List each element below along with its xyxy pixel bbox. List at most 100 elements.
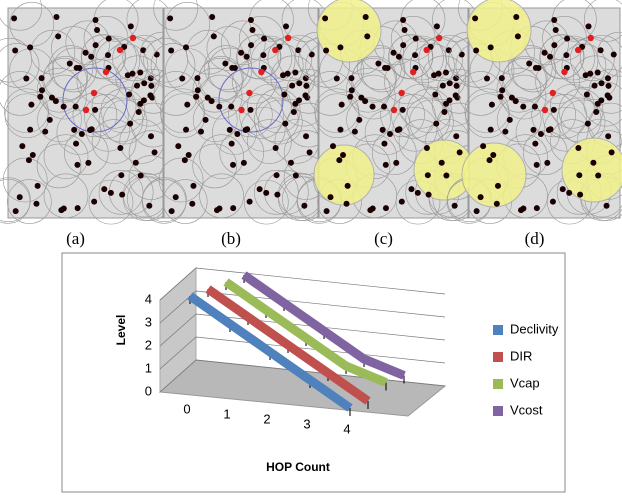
node [42,128,49,135]
range-circle [88,179,134,225]
node [190,182,197,189]
network-panel: (d) [446,0,622,248]
range-circle [153,71,199,116]
panel-label: (b) [221,229,241,248]
node [520,205,527,212]
range-circle [464,88,510,134]
node [530,126,537,133]
node [441,109,448,116]
node [92,106,99,113]
node [282,120,289,127]
range-circle [244,179,289,225]
node [551,16,558,23]
node [506,116,513,123]
node [541,49,548,56]
route-node [272,46,279,54]
node [290,109,297,116]
legend-label: Vcap [510,375,540,390]
node [249,27,256,34]
node [243,53,250,60]
range-circle [360,47,406,93]
range-circle [91,119,137,164]
node [260,52,267,59]
range-circle [142,177,187,223]
x-tick-label: 4 [343,421,350,436]
range-circle [84,94,129,139]
node [87,127,94,134]
node [228,140,235,147]
x-axis-title: HOP Count [266,460,330,474]
node [603,202,610,209]
node [27,44,34,51]
node [38,75,45,82]
node [583,91,590,98]
node [181,157,188,164]
node [168,47,175,54]
legend-swatch [493,406,503,416]
node [301,202,308,209]
y-axis-title: Level [114,315,128,346]
node [16,194,23,201]
node [458,51,465,58]
node [210,33,217,40]
node [375,60,382,67]
range-circle [80,34,126,80]
node [38,87,45,94]
y-tick-label: 4 [145,291,152,306]
node [185,151,192,158]
node [337,126,344,133]
node [493,200,500,207]
node [118,172,125,179]
node [594,69,601,76]
node [587,70,594,77]
node [499,87,506,94]
node [60,103,67,110]
legend-swatch [493,352,503,362]
node [46,116,53,123]
node [412,52,419,59]
node [423,145,430,152]
range-circle [539,34,585,80]
node [263,189,270,196]
range-circle [254,170,299,215]
range-circle [159,88,205,134]
node [456,149,463,156]
legend-label: Vcost [510,402,543,417]
node [230,161,237,168]
node [204,94,211,101]
node [424,172,431,179]
grid-line [159,313,446,347]
node [132,159,139,166]
range-circle [240,106,286,152]
range-circle [100,88,146,134]
node [85,159,92,166]
range-circle [150,43,196,88]
range-circle [43,173,89,219]
node [425,191,432,198]
range [62,67,128,133]
node [78,130,85,137]
region [461,142,527,208]
node [194,75,201,82]
node [197,128,204,135]
node [184,101,191,108]
node [48,94,55,101]
range-circle [0,37,32,83]
route-node [258,68,265,76]
range-circle [255,88,301,134]
node [544,159,551,166]
range-circle [542,94,588,139]
node [531,103,538,110]
range-circle [496,97,542,142]
node [148,82,155,89]
route-node [541,106,549,114]
node [351,128,358,135]
node [55,33,62,40]
node [593,109,600,116]
node [135,109,142,116]
range-circle [102,99,148,145]
node [247,16,254,23]
node [226,126,233,133]
node [497,93,504,100]
